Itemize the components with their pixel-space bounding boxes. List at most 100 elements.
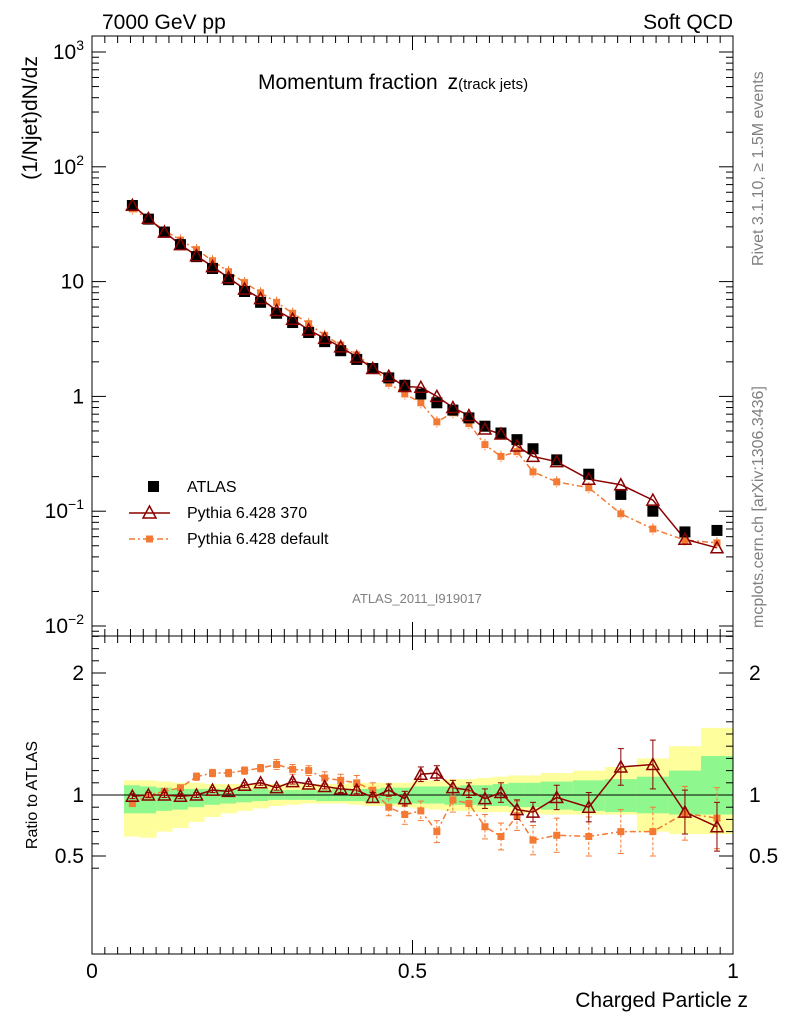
legend-py370-label: Pythia 6.428 370 bbox=[187, 505, 307, 522]
atlas-point bbox=[271, 307, 283, 319]
ratio-pythia-370-point bbox=[317, 778, 332, 793]
pythia-370-point bbox=[613, 477, 629, 491]
ratio-pythia-370-point bbox=[581, 799, 597, 813]
legend: ATLAS Pythia 6.428 370 Pythia 6.428 defa… bbox=[129, 479, 329, 548]
pythia-default-point bbox=[337, 341, 345, 349]
main-y-tick-label: 10 bbox=[61, 271, 84, 294]
ratio-pythia-370-point bbox=[509, 802, 525, 816]
x-axis-label: Charged Particle z bbox=[575, 989, 748, 1012]
green-band-bin bbox=[316, 790, 333, 802]
ratio-pythia-default-point bbox=[337, 776, 345, 784]
pythia-370-point bbox=[645, 492, 661, 506]
atlas-point bbox=[190, 251, 202, 263]
pythia-default-point bbox=[433, 418, 441, 426]
pythia-370-point bbox=[301, 322, 316, 336]
analysis-id-watermark: ATLAS_2011_I919017 bbox=[352, 591, 482, 606]
main-y-axis-label: (1/Njet)dN/dz bbox=[19, 56, 42, 180]
atlas-point bbox=[287, 317, 299, 329]
pythia-370-point bbox=[549, 454, 564, 468]
pythia-370-point bbox=[221, 270, 236, 284]
atlas-point bbox=[495, 427, 507, 439]
ratio-pythia-default-point bbox=[433, 828, 441, 836]
ratio-pythia-370-point bbox=[125, 788, 140, 802]
ratio-pythia-370-point bbox=[613, 759, 629, 773]
ratio-pythia-default-point bbox=[225, 769, 233, 777]
atlas-point bbox=[615, 488, 627, 500]
ratio-pythia-370-point bbox=[173, 788, 188, 802]
atlas-point bbox=[207, 263, 219, 275]
legend-py370-marker bbox=[141, 504, 158, 519]
atlas-point bbox=[142, 213, 154, 225]
ratio-pythia-370-point bbox=[525, 804, 541, 818]
pythia-370-point bbox=[253, 291, 268, 305]
ratio-x-tick-label: 1 bbox=[727, 960, 739, 983]
ratio-pythia-default-point bbox=[128, 800, 136, 808]
pythia-370-point bbox=[429, 388, 445, 403]
legend-pydefault-marker bbox=[146, 535, 153, 543]
pythia-default-point bbox=[529, 468, 537, 476]
pythia-default-point bbox=[481, 441, 489, 449]
pythia-370-point bbox=[413, 379, 429, 394]
ratio-pythia-370-point bbox=[285, 774, 300, 788]
pythia-370-point bbox=[365, 360, 381, 375]
ratio-pythia-370-point bbox=[413, 766, 429, 781]
ratio-pythia-370-point bbox=[301, 776, 316, 790]
green-band-bin bbox=[172, 788, 189, 810]
pythia-370-point bbox=[493, 426, 509, 440]
pythia-default-point bbox=[401, 390, 409, 398]
ratio-pythia-370-point bbox=[677, 804, 693, 818]
ratio-x-tick-label: 0 bbox=[86, 960, 98, 983]
pythia-370-point bbox=[477, 421, 493, 435]
ratio-pythia-370-point bbox=[157, 787, 172, 801]
plot-title: Momentum fraction z(track jets) bbox=[258, 71, 528, 94]
main-y-tick-label: 103 bbox=[53, 37, 84, 64]
ratio-y-tick-label-left: 0.5 bbox=[55, 845, 84, 868]
ratio-pythia-370-point bbox=[493, 784, 509, 799]
ratio-pythia-default-point bbox=[209, 769, 217, 777]
ratio-pythia-370-point bbox=[461, 782, 477, 796]
main-y-tick-label: 102 bbox=[53, 152, 84, 179]
atlas-point bbox=[158, 226, 170, 238]
ratio-pythia-370-point bbox=[397, 791, 413, 805]
ratio-pythia-default-point bbox=[401, 811, 409, 819]
atlas-point bbox=[415, 388, 427, 400]
ratio-pythia-default-point bbox=[289, 765, 297, 773]
ratio-pythia-default-point bbox=[192, 773, 200, 781]
pythia-370-point bbox=[333, 339, 348, 353]
ratio-y-axis-label: Ratio to ATLAS bbox=[24, 741, 41, 849]
pythia-370-point bbox=[269, 302, 284, 317]
ratio-pythia-default-point bbox=[617, 828, 625, 836]
pythia-370-point bbox=[173, 237, 188, 251]
ratio-pythia-370-point bbox=[269, 780, 284, 794]
pythia-370-point bbox=[237, 281, 252, 295]
ratio-pythia-370-point bbox=[237, 777, 252, 791]
pythia-370-point bbox=[581, 471, 597, 485]
ratio-uncertainty-bands bbox=[92, 727, 734, 838]
ratio-pythia-default-point bbox=[585, 832, 593, 840]
ratio-pythia-370-point bbox=[205, 782, 220, 796]
ratio-pythia-370-point bbox=[477, 791, 493, 805]
pythia-370-point bbox=[141, 210, 156, 225]
pythia-default-point bbox=[465, 420, 473, 428]
ratio-pythia-370-point bbox=[333, 781, 348, 795]
ratio-pythia-370-point bbox=[709, 819, 725, 833]
pythia-default-point bbox=[553, 478, 561, 486]
ratio-pythia-370-point bbox=[221, 783, 236, 798]
atlas-point bbox=[223, 274, 235, 286]
atlas-point bbox=[383, 372, 395, 384]
ratio-pythia-370-point bbox=[549, 789, 564, 804]
ratio-plot-series bbox=[125, 739, 725, 857]
ratio-pythia-default-point bbox=[321, 774, 329, 782]
ratio-pythia-default-point bbox=[257, 764, 265, 772]
pythia-default-point bbox=[649, 525, 657, 533]
green-band-bin bbox=[236, 788, 253, 803]
atlas-point bbox=[335, 345, 347, 357]
atlas-point bbox=[319, 336, 331, 348]
pythia-default-point bbox=[417, 399, 425, 407]
main-y-tick-label: 10−1 bbox=[45, 496, 85, 523]
atlas-point bbox=[551, 454, 563, 466]
pythia-370-point bbox=[525, 448, 541, 463]
pythia-370-point bbox=[381, 368, 397, 382]
